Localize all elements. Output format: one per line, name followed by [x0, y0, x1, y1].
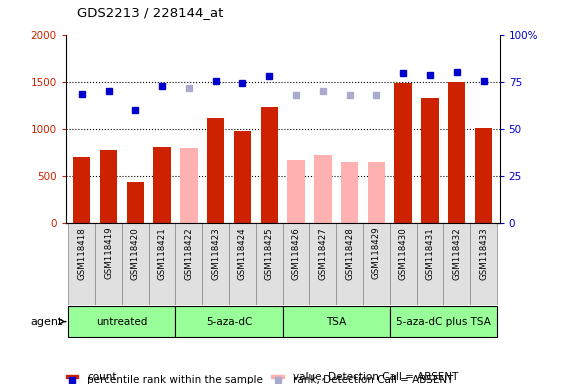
Bar	[202, 223, 229, 305]
Bar	[148, 223, 175, 305]
Bar	[154, 147, 171, 223]
Text: GSM118424: GSM118424	[238, 227, 247, 280]
Bar	[314, 155, 332, 223]
Bar	[363, 223, 390, 305]
Bar	[175, 223, 202, 305]
Bar	[283, 306, 390, 337]
Text: GDS2213 / 228144_at: GDS2213 / 228144_at	[77, 6, 223, 19]
Bar	[390, 306, 497, 337]
Bar	[69, 223, 95, 305]
Text: GSM118419: GSM118419	[104, 227, 113, 280]
Text: GSM118427: GSM118427	[318, 227, 327, 280]
Text: GSM118426: GSM118426	[292, 227, 300, 280]
Bar	[66, 375, 78, 378]
Text: GSM118425: GSM118425	[265, 227, 274, 280]
Bar	[175, 306, 283, 337]
Text: rank, Detection Call = ABSENT: rank, Detection Call = ABSENT	[293, 376, 453, 384]
Text: GSM118432: GSM118432	[452, 227, 461, 280]
Text: GSM118423: GSM118423	[211, 227, 220, 280]
Text: GSM118422: GSM118422	[184, 227, 194, 280]
Bar	[336, 223, 363, 305]
Text: 5-aza-dC: 5-aza-dC	[206, 316, 252, 327]
Bar	[122, 223, 148, 305]
Text: agent: agent	[30, 316, 63, 327]
Text: GSM118421: GSM118421	[158, 227, 167, 280]
Bar	[260, 106, 278, 223]
Bar	[207, 118, 224, 223]
Text: GSM118428: GSM118428	[345, 227, 354, 280]
Text: value, Detection Call = ABSENT: value, Detection Call = ABSENT	[293, 372, 459, 382]
Bar	[180, 148, 198, 223]
Text: GSM118420: GSM118420	[131, 227, 140, 280]
Bar	[287, 160, 305, 223]
Text: GSM118431: GSM118431	[425, 227, 435, 280]
Text: GSM118429: GSM118429	[372, 227, 381, 280]
Bar	[417, 223, 443, 305]
Bar	[229, 223, 256, 305]
Text: percentile rank within the sample: percentile rank within the sample	[87, 376, 263, 384]
Text: GSM118433: GSM118433	[479, 227, 488, 280]
Bar	[271, 375, 284, 378]
Bar	[283, 223, 309, 305]
Text: GSM118418: GSM118418	[77, 227, 86, 280]
Bar	[100, 150, 117, 223]
Bar	[390, 223, 417, 305]
Text: 5-aza-dC plus TSA: 5-aza-dC plus TSA	[396, 316, 491, 327]
Bar	[234, 131, 251, 223]
Bar	[309, 223, 336, 305]
Bar	[69, 306, 175, 337]
Bar	[95, 223, 122, 305]
Text: untreated: untreated	[96, 316, 148, 327]
Bar	[395, 83, 412, 223]
Bar	[443, 223, 470, 305]
Bar	[470, 223, 497, 305]
Bar	[256, 223, 283, 305]
Bar	[448, 82, 465, 223]
Text: count: count	[87, 372, 117, 382]
Bar	[341, 162, 359, 223]
Bar	[73, 157, 90, 223]
Bar	[127, 182, 144, 223]
Text: GSM118430: GSM118430	[399, 227, 408, 280]
Bar	[421, 98, 439, 223]
Bar	[368, 162, 385, 223]
Bar	[475, 128, 492, 223]
Text: TSA: TSA	[326, 316, 347, 327]
